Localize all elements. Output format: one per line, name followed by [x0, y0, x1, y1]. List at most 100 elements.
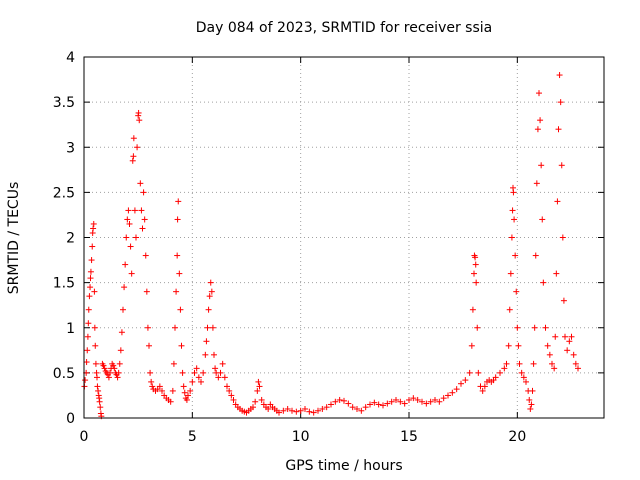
data-point — [510, 189, 517, 196]
x-tick-label: 5 — [188, 429, 197, 445]
data-point — [544, 342, 551, 349]
data-point — [323, 404, 330, 411]
y-tick-label: 2.5 — [53, 185, 75, 201]
data-point — [179, 369, 186, 376]
data-point — [513, 288, 520, 295]
data-point — [84, 347, 91, 354]
x-tick-label: 0 — [80, 429, 89, 445]
data-point — [575, 365, 581, 372]
data-point — [136, 117, 143, 124]
data-point — [501, 365, 508, 372]
data-point — [472, 261, 479, 268]
data-point — [479, 387, 486, 394]
data-point — [336, 396, 343, 403]
data-point — [511, 216, 518, 223]
data-point — [289, 407, 295, 414]
data-point — [532, 252, 539, 259]
data-point — [256, 383, 263, 390]
data-point — [85, 320, 92, 327]
data-point — [557, 99, 564, 106]
data-point — [518, 369, 525, 376]
data-point — [95, 387, 102, 394]
data-point — [280, 407, 287, 414]
data-point — [564, 347, 571, 354]
data-point — [221, 374, 228, 381]
data-point — [371, 399, 378, 406]
data-point — [122, 261, 129, 268]
data-point — [358, 407, 365, 414]
data-point — [558, 162, 565, 169]
data-point — [126, 220, 133, 227]
data-point — [506, 306, 513, 313]
data-point — [173, 288, 180, 295]
data-point — [181, 389, 188, 396]
data-point — [94, 383, 101, 390]
data-point — [401, 400, 408, 407]
data-point — [542, 324, 549, 331]
data-point — [124, 216, 131, 223]
data-point — [90, 220, 97, 227]
data-point — [205, 306, 212, 313]
data-point — [137, 180, 144, 187]
data-point — [414, 396, 421, 403]
ticks-layer: 0 5 10 15 20 0 0.5 1 1.5 2 2.5 3 3.5 4 — [53, 50, 604, 445]
data-point — [297, 407, 304, 414]
data-point — [250, 404, 256, 411]
data-point — [553, 270, 560, 277]
data-point — [481, 383, 488, 390]
data-point — [538, 162, 545, 169]
data-point — [432, 396, 438, 403]
data-point — [107, 369, 113, 376]
data-point — [555, 126, 562, 133]
data-point — [125, 207, 132, 214]
data-point — [503, 360, 510, 367]
data-point — [560, 297, 567, 304]
data-point — [345, 400, 352, 407]
data-point — [135, 109, 142, 116]
data-point — [497, 369, 503, 376]
data-point — [526, 396, 533, 403]
data-point — [546, 351, 553, 358]
data-point — [217, 369, 224, 376]
data-point — [445, 392, 451, 399]
grid-layer — [84, 57, 604, 418]
data-point — [440, 395, 447, 402]
data-point — [306, 408, 313, 415]
data-point — [315, 407, 321, 414]
data-point — [226, 387, 233, 394]
data-point — [96, 398, 103, 405]
data-point — [552, 333, 559, 340]
y-tick-label: 2 — [66, 231, 75, 247]
data-point — [570, 351, 577, 358]
data-point — [520, 374, 527, 381]
data-point — [169, 387, 176, 394]
data-point — [509, 207, 516, 214]
data-point — [87, 284, 94, 291]
data-point — [539, 216, 546, 223]
data-point — [254, 387, 261, 394]
data-point — [84, 333, 91, 340]
data-point — [91, 324, 98, 331]
data-point — [143, 288, 150, 295]
data-point — [224, 383, 230, 390]
data-point — [492, 374, 499, 381]
data-point — [117, 347, 124, 354]
data-point — [206, 293, 213, 300]
data-point — [140, 189, 147, 196]
chart-title: Day 084 of 2023, SRMTID for receiver ssi… — [196, 20, 492, 36]
data-point — [332, 398, 339, 405]
data-point — [87, 275, 94, 282]
data-point — [131, 207, 138, 214]
data-point — [397, 398, 404, 405]
data-point — [183, 396, 190, 403]
data-point — [85, 306, 92, 313]
data-point — [284, 405, 291, 412]
data-point — [512, 252, 519, 259]
data-point — [530, 360, 537, 367]
data-point — [534, 126, 541, 133]
data-point — [170, 360, 177, 367]
data-point — [423, 400, 430, 407]
data-point — [200, 369, 207, 376]
data-point — [468, 342, 475, 349]
data-point — [554, 198, 561, 205]
